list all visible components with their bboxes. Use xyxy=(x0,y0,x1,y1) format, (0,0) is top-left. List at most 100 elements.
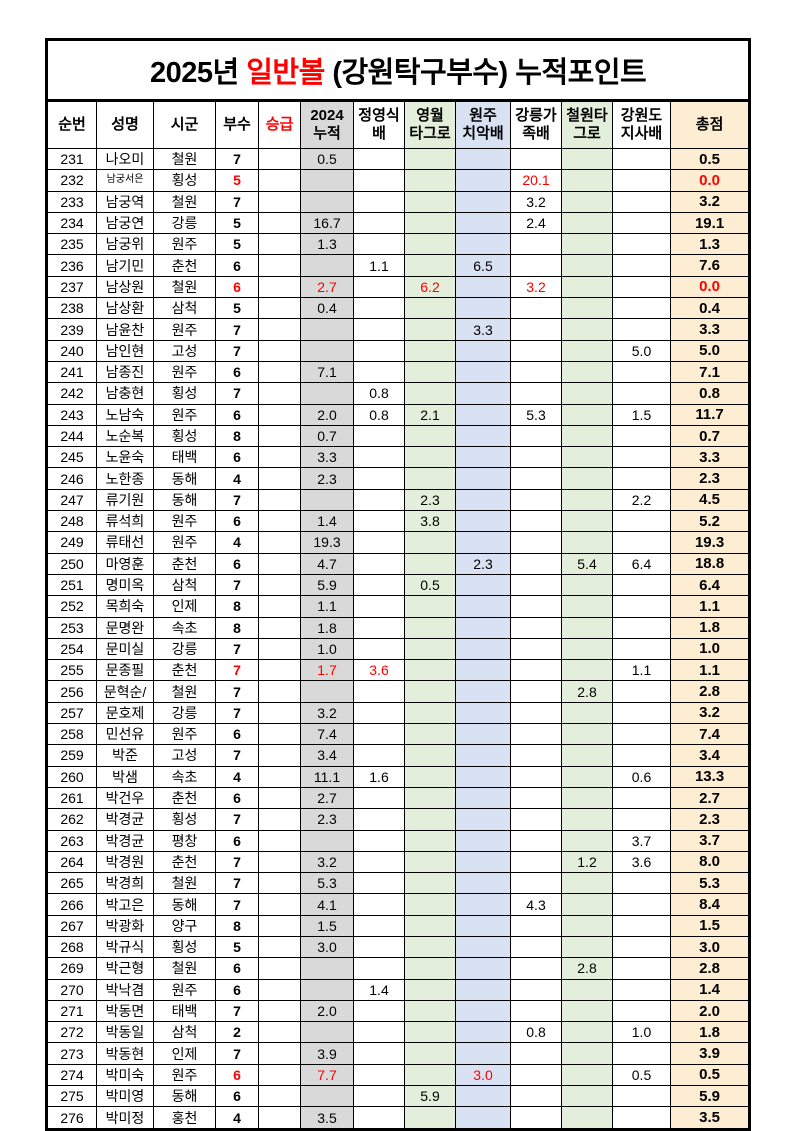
cell-busu: 6 xyxy=(215,510,259,533)
cell-acc2024: 2.3 xyxy=(300,467,354,490)
cell-name: 류태선 xyxy=(96,531,154,554)
cell-jys xyxy=(353,275,405,299)
cell-acc2024 xyxy=(300,254,354,277)
cell-wj xyxy=(455,403,511,426)
cell-gn xyxy=(510,872,562,895)
page-title: 2025년 일반볼 (강원탁구부수) 누적포인트 xyxy=(45,39,751,102)
cell-yw xyxy=(404,829,456,852)
cell-jys xyxy=(353,297,405,320)
cell-promo xyxy=(258,467,301,490)
cell-promo xyxy=(258,510,301,533)
cell-city: 양구 xyxy=(153,914,216,937)
cell-name: 문종필 xyxy=(96,659,154,682)
cell-gn xyxy=(510,254,562,277)
cell-total: 19.1 xyxy=(669,211,751,235)
cell-gn xyxy=(510,488,562,512)
cell-promo xyxy=(258,488,301,512)
cell-gwd: 1.0 xyxy=(612,1021,671,1044)
column-header-jys: 정영식 배 xyxy=(353,100,405,149)
cell-yw xyxy=(404,467,456,490)
cell-yw: 6.2 xyxy=(404,275,456,299)
cell-cw xyxy=(561,744,613,767)
cell-city: 인제 xyxy=(153,595,216,618)
cell-cw xyxy=(561,297,613,320)
cell-city: 인제 xyxy=(153,1042,216,1065)
cell-no: 255 xyxy=(46,659,97,682)
cell-gn: 3.2 xyxy=(510,275,562,299)
cell-no: 245 xyxy=(46,446,97,469)
cell-jys xyxy=(353,723,405,746)
cell-jys xyxy=(353,957,405,980)
cell-jys xyxy=(353,595,405,618)
cell-gn: 0.8 xyxy=(510,1021,562,1044)
cell-total: 7.4 xyxy=(669,723,751,746)
table-row: 258 민선유 원주 6 7.4 7.4 xyxy=(46,723,751,746)
cell-total: 0.8 xyxy=(669,382,751,405)
cell-gwd xyxy=(612,786,671,810)
cell-name: 남궁서은 xyxy=(96,169,154,192)
cell-total: 1.8 xyxy=(669,616,751,639)
cell-city: 철원 xyxy=(153,957,216,980)
cell-wj xyxy=(455,659,511,682)
cell-city: 춘천 xyxy=(153,659,216,682)
cell-yw xyxy=(404,765,456,788)
cell-yw xyxy=(404,552,456,575)
cell-name: 노한종 xyxy=(96,467,154,490)
cell-busu: 7 xyxy=(215,1042,259,1065)
cell-acc2024 xyxy=(300,169,354,192)
cell-cw xyxy=(561,595,613,618)
cell-gn xyxy=(510,467,562,490)
cell-name: 노남숙 xyxy=(96,403,154,426)
cell-jys xyxy=(353,211,405,235)
cell-acc2024: 0.4 xyxy=(300,297,354,320)
cell-jys xyxy=(353,744,405,767)
cell-wj xyxy=(455,510,511,533)
cell-busu: 7 xyxy=(215,893,259,916)
cell-no: 269 xyxy=(46,957,97,980)
cell-gwd: 0.6 xyxy=(612,765,671,788)
table-row: 264 박경원 춘천 7 3.2 1.2 3.6 8.0 xyxy=(46,850,751,874)
cell-acc2024: 1.3 xyxy=(300,233,354,256)
cell-city: 원주 xyxy=(153,510,216,533)
cell-wj xyxy=(455,680,511,703)
cell-gwd xyxy=(612,1106,671,1130)
table-row: 257 문호제 강릉 7 3.2 3.2 xyxy=(46,701,751,725)
cell-promo xyxy=(258,403,301,426)
cell-gn xyxy=(510,957,562,980)
table-row: 259 박준 고성 7 3.4 3.4 xyxy=(46,744,751,767)
cell-promo xyxy=(258,573,301,597)
cell-promo xyxy=(258,999,301,1023)
cell-name: 남윤찬 xyxy=(96,318,154,341)
cell-no: 240 xyxy=(46,339,97,362)
cell-wj xyxy=(455,808,511,831)
cell-promo xyxy=(258,595,301,618)
cell-city: 동해 xyxy=(153,467,216,490)
cell-no: 260 xyxy=(46,765,97,788)
cell-jys xyxy=(353,339,405,362)
cell-name: 남궁위 xyxy=(96,233,154,256)
cell-city: 횡성 xyxy=(153,935,216,959)
cell-busu: 4 xyxy=(215,467,259,490)
cell-city: 동해 xyxy=(153,1085,216,1108)
column-header-acc2024: 2024 누적 xyxy=(300,100,354,149)
cell-name: 류기원 xyxy=(96,488,154,512)
cell-gn xyxy=(510,510,562,533)
cell-gn xyxy=(510,318,562,341)
table-row: 270 박낙겸 원주 6 1.4 1.4 xyxy=(46,978,751,1001)
cell-cw xyxy=(561,1042,613,1065)
column-header-no: 순번 xyxy=(46,100,97,149)
cell-no: 272 xyxy=(46,1021,97,1044)
cell-acc2024: 1.4 xyxy=(300,510,354,533)
title-suffix: (강원탁구부수) 누적포인트 xyxy=(324,57,647,89)
cell-total: 3.3 xyxy=(669,446,751,469)
cell-gwd xyxy=(612,360,671,384)
table-row: 273 박동현 인제 7 3.9 3.9 xyxy=(46,1042,751,1065)
cell-yw xyxy=(404,595,456,618)
cell-wj xyxy=(455,467,511,490)
cell-cw xyxy=(561,190,613,213)
cell-total: 0.5 xyxy=(669,1063,751,1087)
cell-gwd xyxy=(612,595,671,618)
cell-total: 4.5 xyxy=(669,488,751,512)
cell-busu: 7 xyxy=(215,318,259,341)
cell-busu: 6 xyxy=(215,957,259,980)
